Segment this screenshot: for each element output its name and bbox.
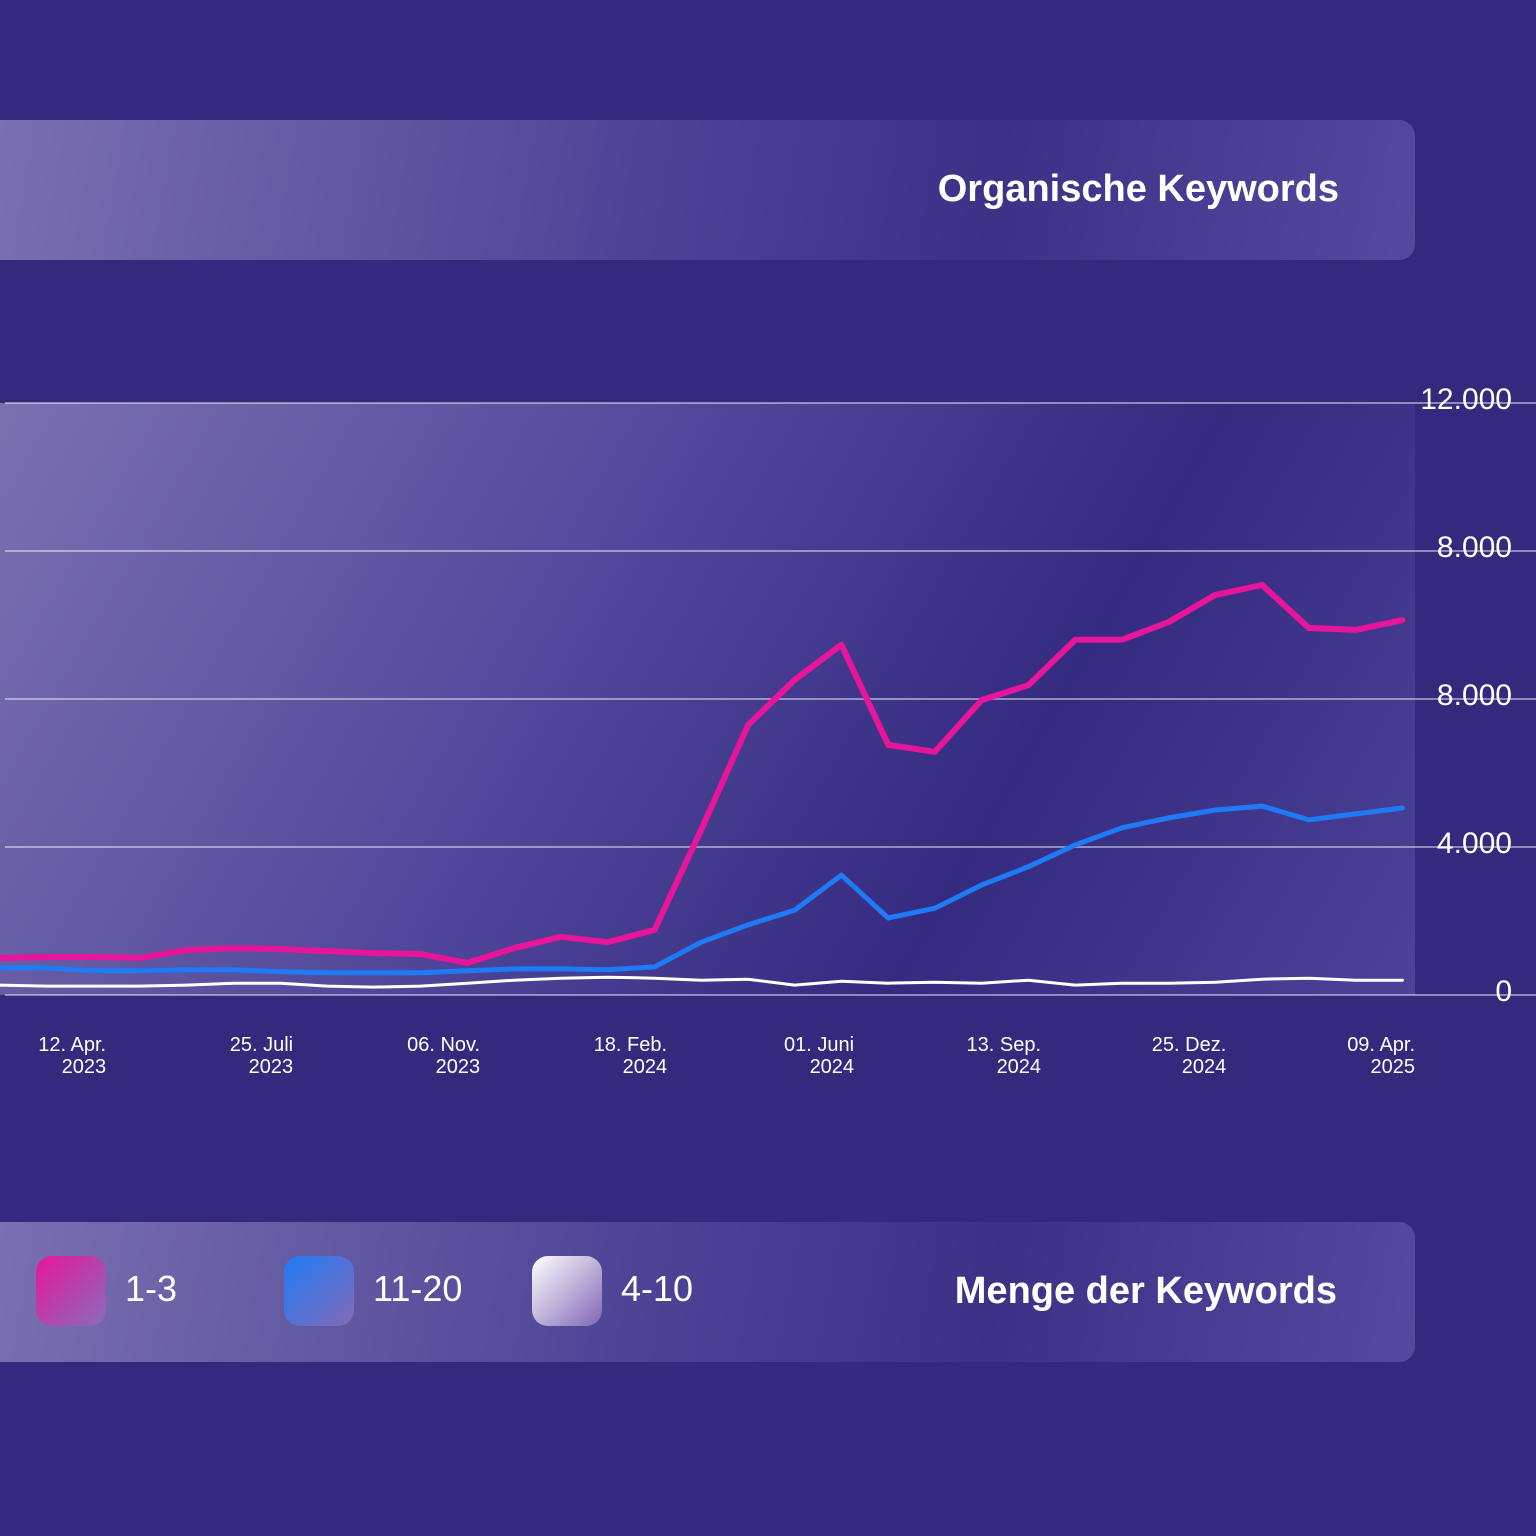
legend-swatch	[36, 1256, 106, 1326]
legend-panel	[0, 1222, 1415, 1362]
x-tick-label: 18. Feb. 2024	[593, 1034, 668, 1078]
y-tick-label: 4.000	[1436, 827, 1512, 860]
y-tick-label: 8.000	[1436, 531, 1512, 564]
legend-label: 1-3	[125, 1268, 178, 1309]
y-tick-label: 12.000	[1420, 383, 1512, 416]
chart-title: Organische Keywords	[937, 168, 1339, 210]
x-tick-label: 13. Sep. 2024	[966, 1034, 1042, 1078]
x-tick-label: 25. Dez. 2024	[1151, 1034, 1227, 1078]
x-tick-label: 06. Nov. 2023	[407, 1034, 481, 1078]
legend-title: Menge der Keywords	[954, 1270, 1337, 1312]
series-line	[0, 803, 1405, 976]
title-panel	[0, 120, 1415, 260]
x-tick-label: 12. Apr. 2023	[38, 1034, 107, 1078]
legend-swatch	[284, 1256, 354, 1326]
x-tick-label: 01. Juni 2024	[784, 1034, 855, 1078]
x-tick-label: 25. Juli 2023	[229, 1034, 294, 1078]
legend-label: 11-20	[373, 1268, 463, 1309]
series-line	[0, 582, 1406, 966]
legend-label: 4-10	[621, 1268, 694, 1309]
legend-swatch	[532, 1256, 602, 1326]
y-tick-label: 0	[1495, 975, 1512, 1008]
series-line	[0, 975, 1404, 989]
plot-area	[0, 403, 1415, 995]
y-tick-label: 8.000	[1436, 679, 1512, 712]
x-tick-label: 09. Apr. 2025	[1347, 1034, 1416, 1078]
